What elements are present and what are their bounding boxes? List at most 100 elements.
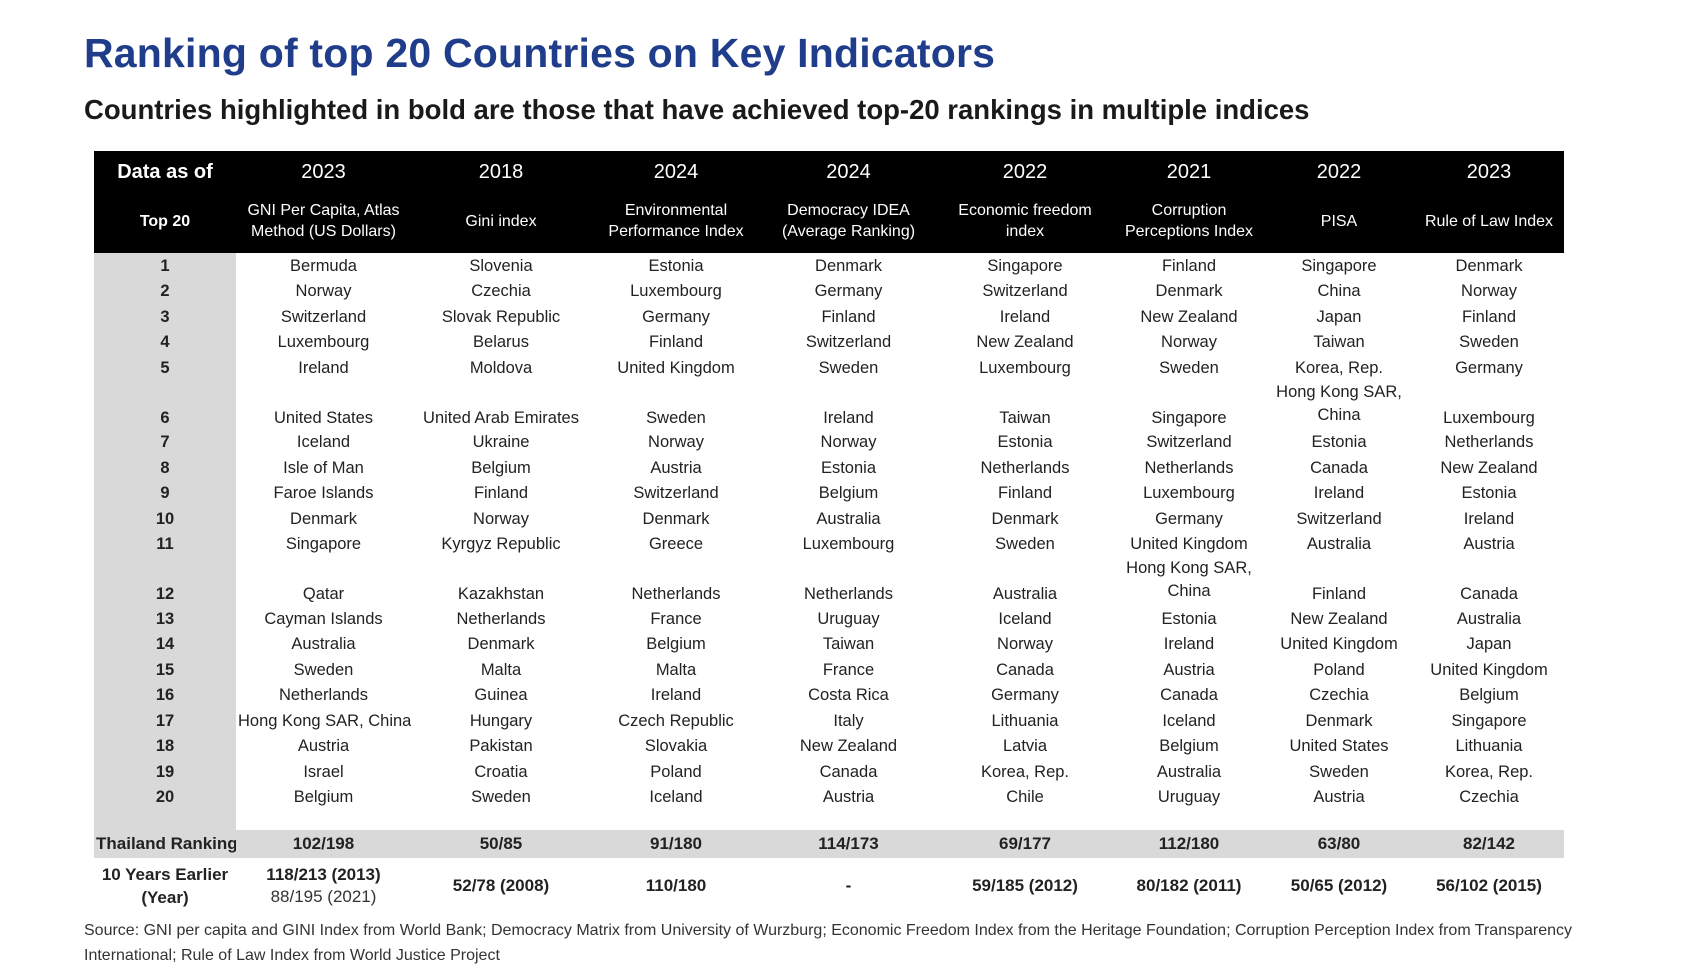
- column-label: Gini index: [411, 189, 591, 253]
- country-cell-bold: Singapore: [1451, 711, 1527, 730]
- country-cell-bold: Luxembourg: [630, 282, 722, 301]
- country-cell-bold: New Zealand: [1440, 458, 1538, 477]
- country-cell: China: [1317, 282, 1361, 301]
- rank-number: 17: [94, 708, 236, 734]
- country-cell: Slovak Republic: [441, 307, 561, 326]
- country-cell-bold: Finland: [821, 307, 876, 326]
- table-row: 7 Iceland Ukraine Norway Norway Estonia Switze…: [94, 429, 1564, 455]
- country-cell-bold: France: [822, 660, 875, 679]
- rank-number: 2: [94, 278, 236, 304]
- earlier-value-secondary: 88/195 (2021): [270, 887, 377, 906]
- country-cell-bold: Denmark: [1155, 282, 1223, 301]
- spacer-cell: [1114, 810, 1264, 830]
- thailand-ranking-value: 50/85: [411, 830, 591, 858]
- country-cell-bold: Norway: [997, 635, 1053, 654]
- country-cell-bold: Lithuania: [1455, 737, 1523, 756]
- earlier-value: 80/182 (2011): [1136, 876, 1242, 895]
- country-cell-bold: Canada: [1460, 585, 1518, 603]
- country-cell-bold: Hong Kong SAR, China: [238, 711, 411, 730]
- page-title: Ranking of top 20 Countries on Key Indic…: [84, 30, 996, 76]
- country-cell-bold: Sweden: [293, 660, 354, 679]
- country-cell-bold: Finland: [648, 333, 704, 352]
- header-label-row: Top 20 GNI Per Capita, Atlas Method (US D…: [94, 189, 1564, 253]
- column-year: 2022: [936, 151, 1114, 189]
- country-cell-bold: New Zealand: [1290, 609, 1388, 628]
- rank-number: 14: [94, 631, 236, 657]
- header-year-row: Data as of 2023 2018 2024 2024 2022 2021 2022 20…: [94, 151, 1564, 189]
- rank-number: 16: [94, 682, 236, 708]
- rank-column-fill: [94, 810, 236, 830]
- rank-number: 13: [94, 606, 236, 632]
- country-cell: United Arab Emirates: [423, 408, 579, 427]
- country-cell-bold: Luxembourg: [1143, 484, 1235, 503]
- rank-number: 15: [94, 657, 236, 683]
- country-cell-bold: New Zealand: [1140, 307, 1238, 326]
- country-cell-bold: Korea, Rep.: [980, 762, 1070, 781]
- table-row: 11 Singapore Kyrgyz Republic Greece Luxembou…: [94, 531, 1564, 557]
- earlier-value: 110/180: [645, 876, 707, 895]
- country-cell-bold: United States: [1289, 737, 1389, 756]
- country-cell-bold: Belgium: [471, 458, 531, 477]
- table-row: 8 Isle of Man Belgium Austria Estonia Netherl…: [94, 455, 1564, 481]
- country-cell-bold: Ireland: [823, 408, 874, 427]
- table-row: 5 Ireland Moldova United Kingdom Sweden Luxem…: [94, 355, 1564, 381]
- source-note: Source: GNI per capita and GINI Index fr…: [84, 922, 1573, 964]
- thailand-ranking-value: 114/173: [761, 830, 936, 858]
- country-cell-bold: Netherlands: [980, 458, 1070, 477]
- country-cell-bold: Malta: [655, 660, 697, 679]
- earlier-value: 50/65 (2012): [1290, 876, 1388, 895]
- thailand-ranking-value: 91/180: [591, 830, 761, 858]
- country-cell-bold: Denmark: [815, 256, 882, 275]
- earlier-value: -: [845, 876, 852, 895]
- country-cell: Chile: [1006, 788, 1044, 807]
- country-cell: Cayman Islands: [264, 609, 383, 628]
- country-cell-bold: Singapore: [1151, 408, 1227, 427]
- country-cell-bold: Luxembourg: [1443, 408, 1535, 427]
- country-cell-bold: Iceland: [296, 433, 351, 452]
- rank-number: 19: [94, 759, 236, 785]
- country-cell-bold: Norway: [820, 433, 877, 452]
- country-cell: Moldova: [469, 358, 533, 377]
- rank-number: 9: [94, 480, 236, 506]
- country-cell-bold: Iceland: [998, 609, 1052, 628]
- country-cell-bold: Belgium: [1459, 686, 1519, 705]
- country-cell-bold: Denmark: [467, 635, 535, 654]
- column-year: 2021: [1114, 151, 1264, 189]
- rank-number: 7: [94, 429, 236, 455]
- country-cell-bold: Taiwan: [822, 635, 875, 654]
- spacer-cell: [236, 810, 411, 830]
- country-cell-bold: Japan: [1316, 307, 1362, 326]
- country-cell-bold: Germany: [814, 282, 883, 301]
- country-cell-bold: Czechia: [1309, 686, 1369, 705]
- country-cell-bold: Canada: [996, 660, 1054, 679]
- country-cell: Israel: [303, 762, 344, 781]
- country-cell: Croatia: [474, 762, 528, 781]
- country-cell-bold: Sweden: [818, 358, 879, 377]
- rank-number: 8: [94, 455, 236, 481]
- country-cell-bold: Belgium: [646, 635, 706, 654]
- country-cell-bold: United Kingdom: [1130, 535, 1248, 554]
- country-cell-bold: Ireland: [1463, 509, 1515, 528]
- earlier-value-gni: 118/213 (2013) 88/195 (2021): [236, 858, 411, 914]
- country-cell: Isle of Man: [283, 458, 364, 477]
- country-cell-bold: New Zealand: [976, 333, 1074, 352]
- country-cell-bold: Finland: [1161, 256, 1217, 275]
- earlier-value: 118/213 (2013): [266, 865, 381, 884]
- country-cell-bold: Netherlands: [279, 686, 368, 705]
- thailand-ranking-value: 102/198: [236, 830, 411, 858]
- column-label: PISA: [1264, 189, 1414, 253]
- country-cell-bold: Austria: [297, 737, 350, 756]
- country-cell: Faroe Islands: [273, 484, 374, 503]
- country-cell-bold: Luxembourg: [277, 333, 370, 352]
- country-cell-bold: Switzerland: [633, 484, 719, 503]
- country-cell-bold: Estonia: [820, 458, 877, 477]
- country-cell-bold: New Zealand: [799, 737, 898, 756]
- country-cell-bold: Czechia: [1459, 788, 1519, 807]
- thailand-ranking-value: 112/180: [1114, 830, 1264, 858]
- column-year: 2022: [1264, 151, 1414, 189]
- country-cell: Hungary: [469, 711, 533, 730]
- country-cell-bold: Switzerland: [1146, 433, 1232, 452]
- country-cell-bold: Korea, Rep.: [1444, 762, 1534, 781]
- country-cell-bold: Canada: [1310, 458, 1368, 477]
- country-cell-bold: United Kingdom: [1430, 660, 1548, 679]
